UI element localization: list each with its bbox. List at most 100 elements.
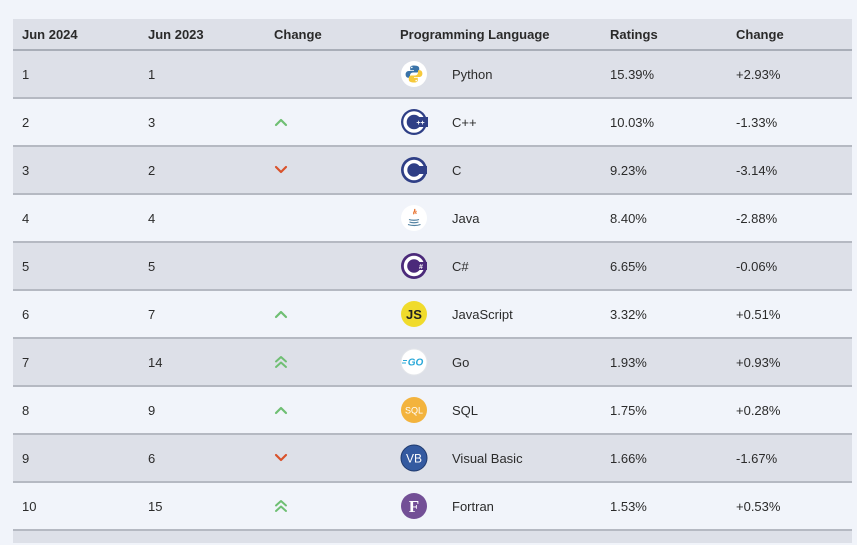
cell-rating: 6.65% xyxy=(601,242,727,291)
cell-rank-2023: 9 xyxy=(139,386,265,435)
cell-trend xyxy=(265,194,391,243)
cell-rating: 1.53% xyxy=(601,482,727,531)
cell-language: F Fortran xyxy=(391,482,601,531)
cell-language: # C# xyxy=(391,242,601,291)
visual-basic-icon: VB xyxy=(400,444,428,472)
svg-text:F: F xyxy=(409,497,419,516)
down-arrow-icon xyxy=(274,165,391,175)
cell-rank-2024: 4 xyxy=(13,194,139,243)
csharp-icon: # xyxy=(400,252,428,280)
down-arrow-icon xyxy=(274,453,391,463)
cell-change: -1.67% xyxy=(727,434,852,483)
cell-change: +0.53% xyxy=(727,482,852,531)
c-icon xyxy=(400,156,428,184)
java-icon xyxy=(400,204,428,232)
table-header-row: Jun 2024 Jun 2023 Change Programming Lan… xyxy=(13,19,852,51)
table-row: 6 7 JS JavaScript 3.32% +0.51% xyxy=(13,290,852,339)
header-jun-2023[interactable]: Jun 2023 xyxy=(139,19,265,51)
language-name: JavaScript xyxy=(452,306,513,322)
cell-rank-2023: 4 xyxy=(139,194,265,243)
language-name: Java xyxy=(452,210,480,226)
svg-text:#: # xyxy=(419,264,423,271)
cell-trend xyxy=(265,482,391,531)
cell-language: Python xyxy=(391,50,601,99)
language-name: Visual Basic xyxy=(452,450,523,466)
cell-trend xyxy=(265,290,391,339)
table-row: 8 9 SQL SQL 1.75% +0.28% xyxy=(13,386,852,435)
cell-rating: 1.93% xyxy=(601,338,727,387)
table-row: 3 2 C 9.23% -3.14% xyxy=(13,146,852,195)
cell-rank-2024: 2 xyxy=(13,98,139,147)
ranking-table-container: Jun 2024 Jun 2023 Change Programming Lan… xyxy=(13,19,852,543)
cell-trend xyxy=(265,98,391,147)
cell-rank-2024: 9 xyxy=(13,434,139,483)
cell-trend xyxy=(265,146,391,195)
table-body: 1 1 Python 15.39% +2.93% 2 3 ++ C++ 10.03% -1.33% 3… xyxy=(13,50,852,531)
language-name: Python xyxy=(452,66,493,82)
svg-text:VB: VB xyxy=(406,452,422,466)
javascript-icon: JS xyxy=(400,300,428,328)
cell-trend xyxy=(265,386,391,435)
table-row: 4 4 Java 8.40% -2.88% xyxy=(13,194,852,243)
cell-rank-2024: 1 xyxy=(13,50,139,99)
cell-rank-2023: 5 xyxy=(139,242,265,291)
cell-rank-2024: 6 xyxy=(13,290,139,339)
header-programming-language[interactable]: Programming Language xyxy=(391,19,601,51)
ranking-table: Jun 2024 Jun 2023 Change Programming Lan… xyxy=(13,19,852,531)
cell-rank-2023: 7 xyxy=(139,290,265,339)
cell-rating: 10.03% xyxy=(601,98,727,147)
language-name: C xyxy=(452,162,462,178)
cell-trend xyxy=(265,50,391,99)
cell-language: GO Go xyxy=(391,338,601,387)
cell-change: -3.14% xyxy=(727,146,852,195)
table-next-row-partial xyxy=(13,531,852,543)
sql-icon: SQL xyxy=(400,396,428,424)
header-change-percent[interactable]: Change xyxy=(727,19,852,51)
svg-text:SQL: SQL xyxy=(405,406,423,416)
cell-language: VB Visual Basic xyxy=(391,434,601,483)
language-name: SQL xyxy=(452,402,479,418)
language-name: C# xyxy=(452,258,469,274)
go-icon: GO xyxy=(400,348,428,376)
cell-change: +2.93% xyxy=(727,50,852,99)
cell-rank-2023: 3 xyxy=(139,98,265,147)
cell-rank-2024: 5 xyxy=(13,242,139,291)
cell-rank-2024: 3 xyxy=(13,146,139,195)
fortran-icon: F xyxy=(400,492,428,520)
svg-text:JS: JS xyxy=(406,307,422,322)
cell-rank-2023: 2 xyxy=(139,146,265,195)
header-ratings[interactable]: Ratings xyxy=(601,19,727,51)
up-arrow-icon xyxy=(274,309,391,319)
table-row: 2 3 ++ C++ 10.03% -1.33% xyxy=(13,98,852,147)
cell-trend xyxy=(265,338,391,387)
header-change[interactable]: Change xyxy=(265,19,391,51)
cell-change: -1.33% xyxy=(727,98,852,147)
language-name: Go xyxy=(452,354,470,370)
language-name: C++ xyxy=(452,114,477,130)
header-jun-2024[interactable]: Jun 2024 xyxy=(13,19,139,51)
cell-language: SQL SQL xyxy=(391,386,601,435)
cell-change: +0.51% xyxy=(727,290,852,339)
svg-text:++: ++ xyxy=(416,120,424,127)
cell-language: JS JavaScript xyxy=(391,290,601,339)
cell-rank-2023: 15 xyxy=(139,482,265,531)
up-arrow-icon xyxy=(274,405,391,415)
cell-language: ++ C++ xyxy=(391,98,601,147)
cell-rating: 1.75% xyxy=(601,386,727,435)
cell-language: C xyxy=(391,146,601,195)
python-icon xyxy=(400,60,428,88)
cell-rating: 1.66% xyxy=(601,434,727,483)
cell-rank-2024: 10 xyxy=(13,482,139,531)
cell-rating: 8.40% xyxy=(601,194,727,243)
cell-change: +0.93% xyxy=(727,338,852,387)
cell-rank-2024: 7 xyxy=(13,338,139,387)
cell-rating: 15.39% xyxy=(601,50,727,99)
table-row: 9 6 VB Visual Basic 1.66% -1.67% xyxy=(13,434,852,483)
double-up-arrow-icon xyxy=(274,499,391,513)
table-row: 10 15 F Fortran 1.53% +0.53% xyxy=(13,482,852,531)
cell-change: -0.06% xyxy=(727,242,852,291)
table-row: 1 1 Python 15.39% +2.93% xyxy=(13,50,852,99)
cell-rank-2023: 1 xyxy=(139,50,265,99)
cell-change: -2.88% xyxy=(727,194,852,243)
cell-trend xyxy=(265,242,391,291)
